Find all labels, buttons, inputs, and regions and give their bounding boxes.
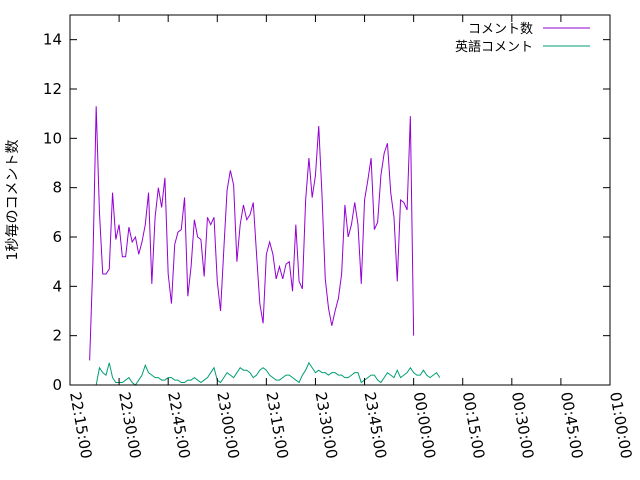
y-tick-label: 8 [52, 179, 62, 197]
legend: コメント数 英語コメント [455, 22, 590, 55]
legend-label-english-comments: 英語コメント [455, 39, 533, 55]
y-tick-label: 6 [52, 228, 62, 246]
legend-label-comments: コメント数 [468, 22, 533, 37]
y-tick-label: 14 [43, 31, 62, 49]
plot-frame [69, 14, 611, 386]
series-layer [89, 106, 441, 386]
y-axis-title: 1秒毎のコメント数 [5, 140, 21, 261]
y-tick-label: 0 [52, 376, 62, 394]
y-tick-label: 10 [43, 129, 62, 147]
y-tick-label: 4 [52, 277, 62, 295]
comments-series-line [89, 106, 415, 361]
english-comments-series-line [92, 361, 441, 386]
y-tick-label: 2 [52, 327, 62, 345]
y-tick-label: 12 [43, 80, 62, 98]
